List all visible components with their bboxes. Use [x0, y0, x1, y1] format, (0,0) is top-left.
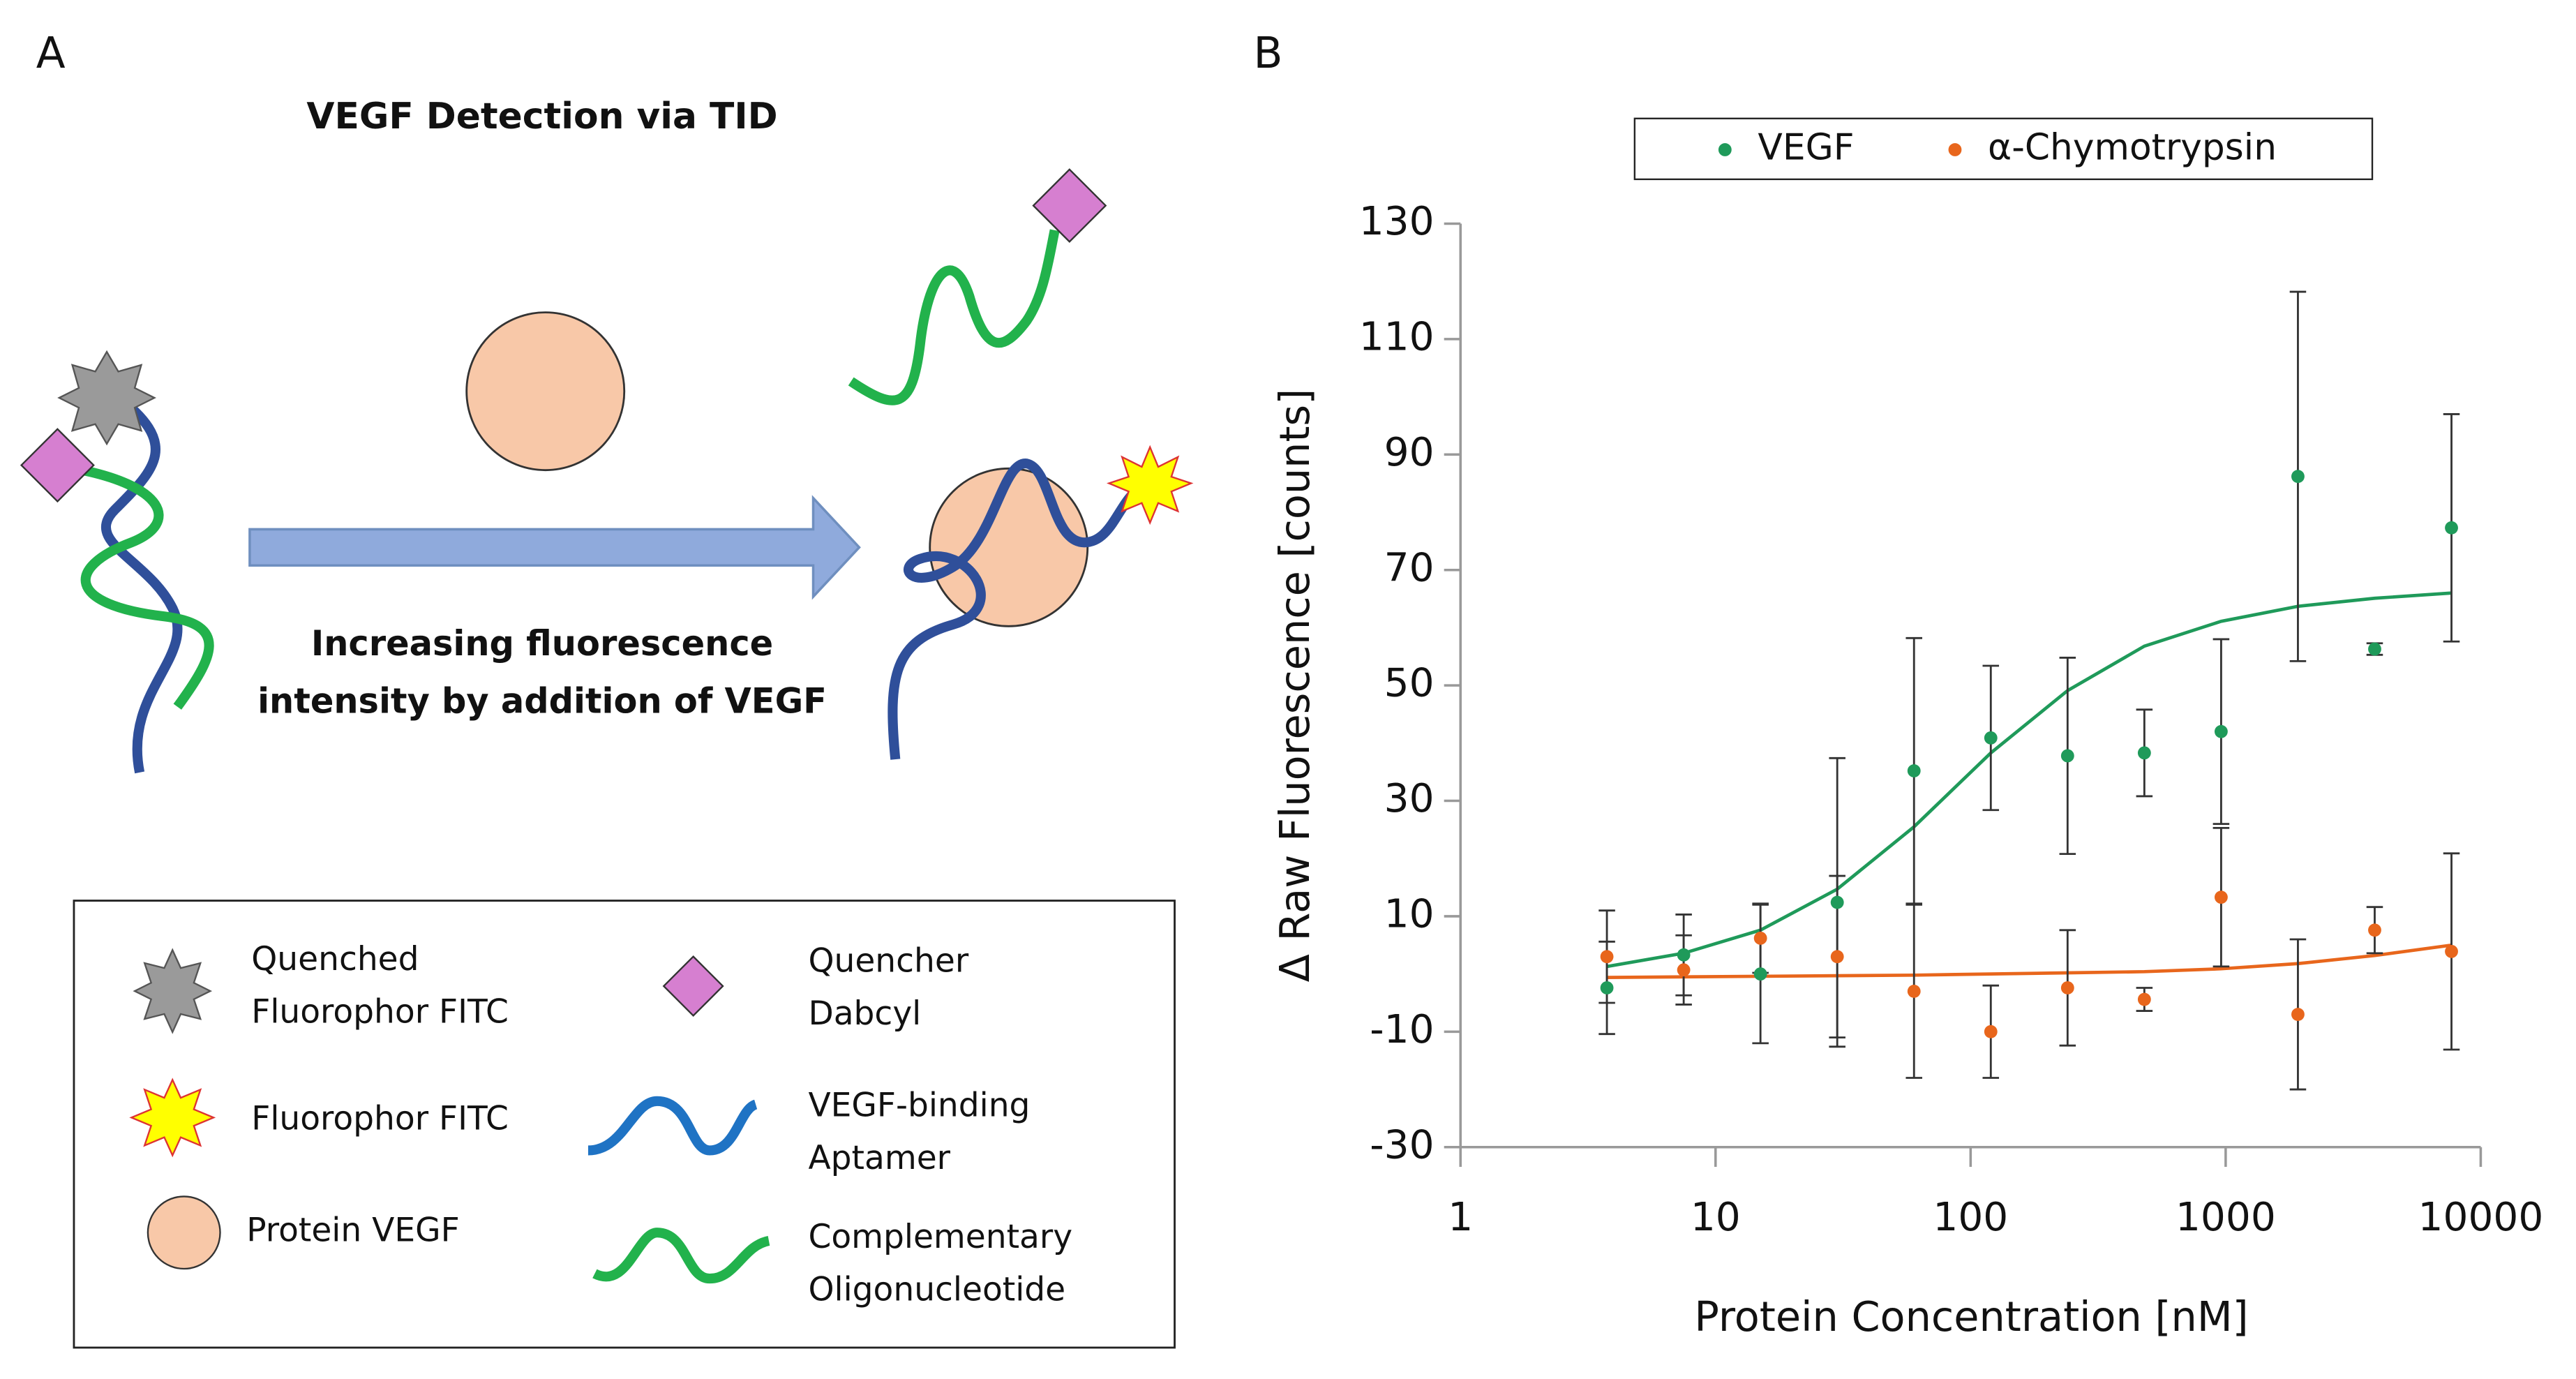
legend-text: Quenched: [251, 940, 419, 978]
y-tick-label: -30: [1370, 1122, 1434, 1168]
oligo-strand: [848, 229, 1060, 405]
legend-icon: [587, 1096, 758, 1156]
point: [2137, 746, 2151, 760]
point: [2214, 724, 2228, 738]
legend-text: Oligonucleotide: [808, 1270, 1065, 1309]
point: [2214, 890, 2228, 904]
point: [1677, 963, 1691, 977]
x-tick-label: 1: [1448, 1195, 1473, 1240]
legend-marker: [1948, 143, 1962, 156]
protein-circle: [929, 467, 1089, 627]
x-tick-label: 1000: [2176, 1195, 2276, 1240]
point: [2368, 642, 2381, 656]
legend-text: Complementary: [808, 1218, 1072, 1256]
legend-text: Quencher: [808, 942, 968, 981]
legend-text: Protein VEGF: [246, 1212, 460, 1250]
point: [1907, 985, 1921, 998]
point: [1753, 931, 1767, 945]
legend-icon: [147, 1195, 221, 1270]
point: [2291, 470, 2305, 484]
protein-circle: [465, 311, 626, 472]
arrow: [248, 495, 861, 600]
point: [1677, 948, 1691, 962]
point: [2368, 923, 2381, 937]
legend-text: Aptamer: [808, 1139, 950, 1177]
point: [2445, 944, 2458, 958]
panel-label: A: [36, 29, 66, 78]
quenched-star: [57, 350, 156, 446]
point: [2060, 749, 2074, 763]
x-tick-label: 100: [1933, 1195, 2008, 1240]
quencher-diamond: [1032, 168, 1107, 244]
quencher-diamond: [20, 428, 95, 503]
legend-icon: [129, 1078, 216, 1158]
legend-icon: [592, 1228, 770, 1284]
caption: Increasing fluorescence: [311, 623, 773, 664]
point: [1830, 950, 1844, 964]
y-tick-label: 130: [1359, 199, 1435, 244]
y-tick-label: 10: [1384, 892, 1435, 937]
fit-line: [1606, 591, 2452, 969]
y-tick-label: 30: [1384, 776, 1435, 821]
diagram-title: VEGF Detection via TID: [306, 96, 777, 137]
legend-text: Fluorophor FITC: [251, 1100, 509, 1138]
point: [1600, 950, 1614, 964]
point: [1600, 981, 1614, 994]
legend-text: Fluorophor FITC: [251, 993, 509, 1031]
point: [1984, 731, 1998, 745]
fluorophor-star: [1106, 445, 1194, 525]
point: [2137, 992, 2151, 1006]
y-tick-label: 110: [1359, 315, 1435, 360]
y-tick-label: 70: [1384, 545, 1435, 590]
point: [2060, 981, 2074, 994]
legend-text: Dabcyl: [808, 994, 921, 1033]
y-tick-label: 50: [1384, 661, 1435, 706]
fit-line: [1607, 943, 2452, 979]
y-axis-title: Δ Raw Fluorescence [counts]: [1271, 389, 1319, 983]
y-tick-label: 90: [1384, 430, 1435, 475]
point: [2291, 1008, 2305, 1021]
aptamer-strand: [888, 459, 1137, 760]
x-axis-title: Protein Concentration [nM]: [1694, 1292, 2248, 1341]
point: [1907, 764, 1921, 777]
point: [1984, 1024, 1998, 1038]
legend-text: VEGF-binding: [808, 1087, 1030, 1125]
aptamer-strand: [100, 390, 183, 774]
caption: intensity by addition of VEGF: [257, 681, 827, 722]
legend-label: VEGF: [1758, 127, 1854, 169]
point: [1830, 895, 1844, 909]
legend-label: α-Chymotrypsin: [1988, 127, 2277, 169]
legend-icon: [133, 948, 213, 1034]
y-tick-label: -10: [1370, 1007, 1434, 1052]
x-tick-label: 10000: [2418, 1195, 2544, 1240]
point: [1753, 967, 1767, 981]
legend-box: [1633, 117, 2374, 181]
point: [2445, 521, 2458, 535]
oligo-strand: [73, 463, 214, 710]
legend-marker: [1718, 143, 1732, 156]
x-tick-label: 10: [1691, 1195, 1741, 1240]
panel-label: B: [1254, 29, 1283, 78]
legend-icon: [662, 955, 724, 1018]
